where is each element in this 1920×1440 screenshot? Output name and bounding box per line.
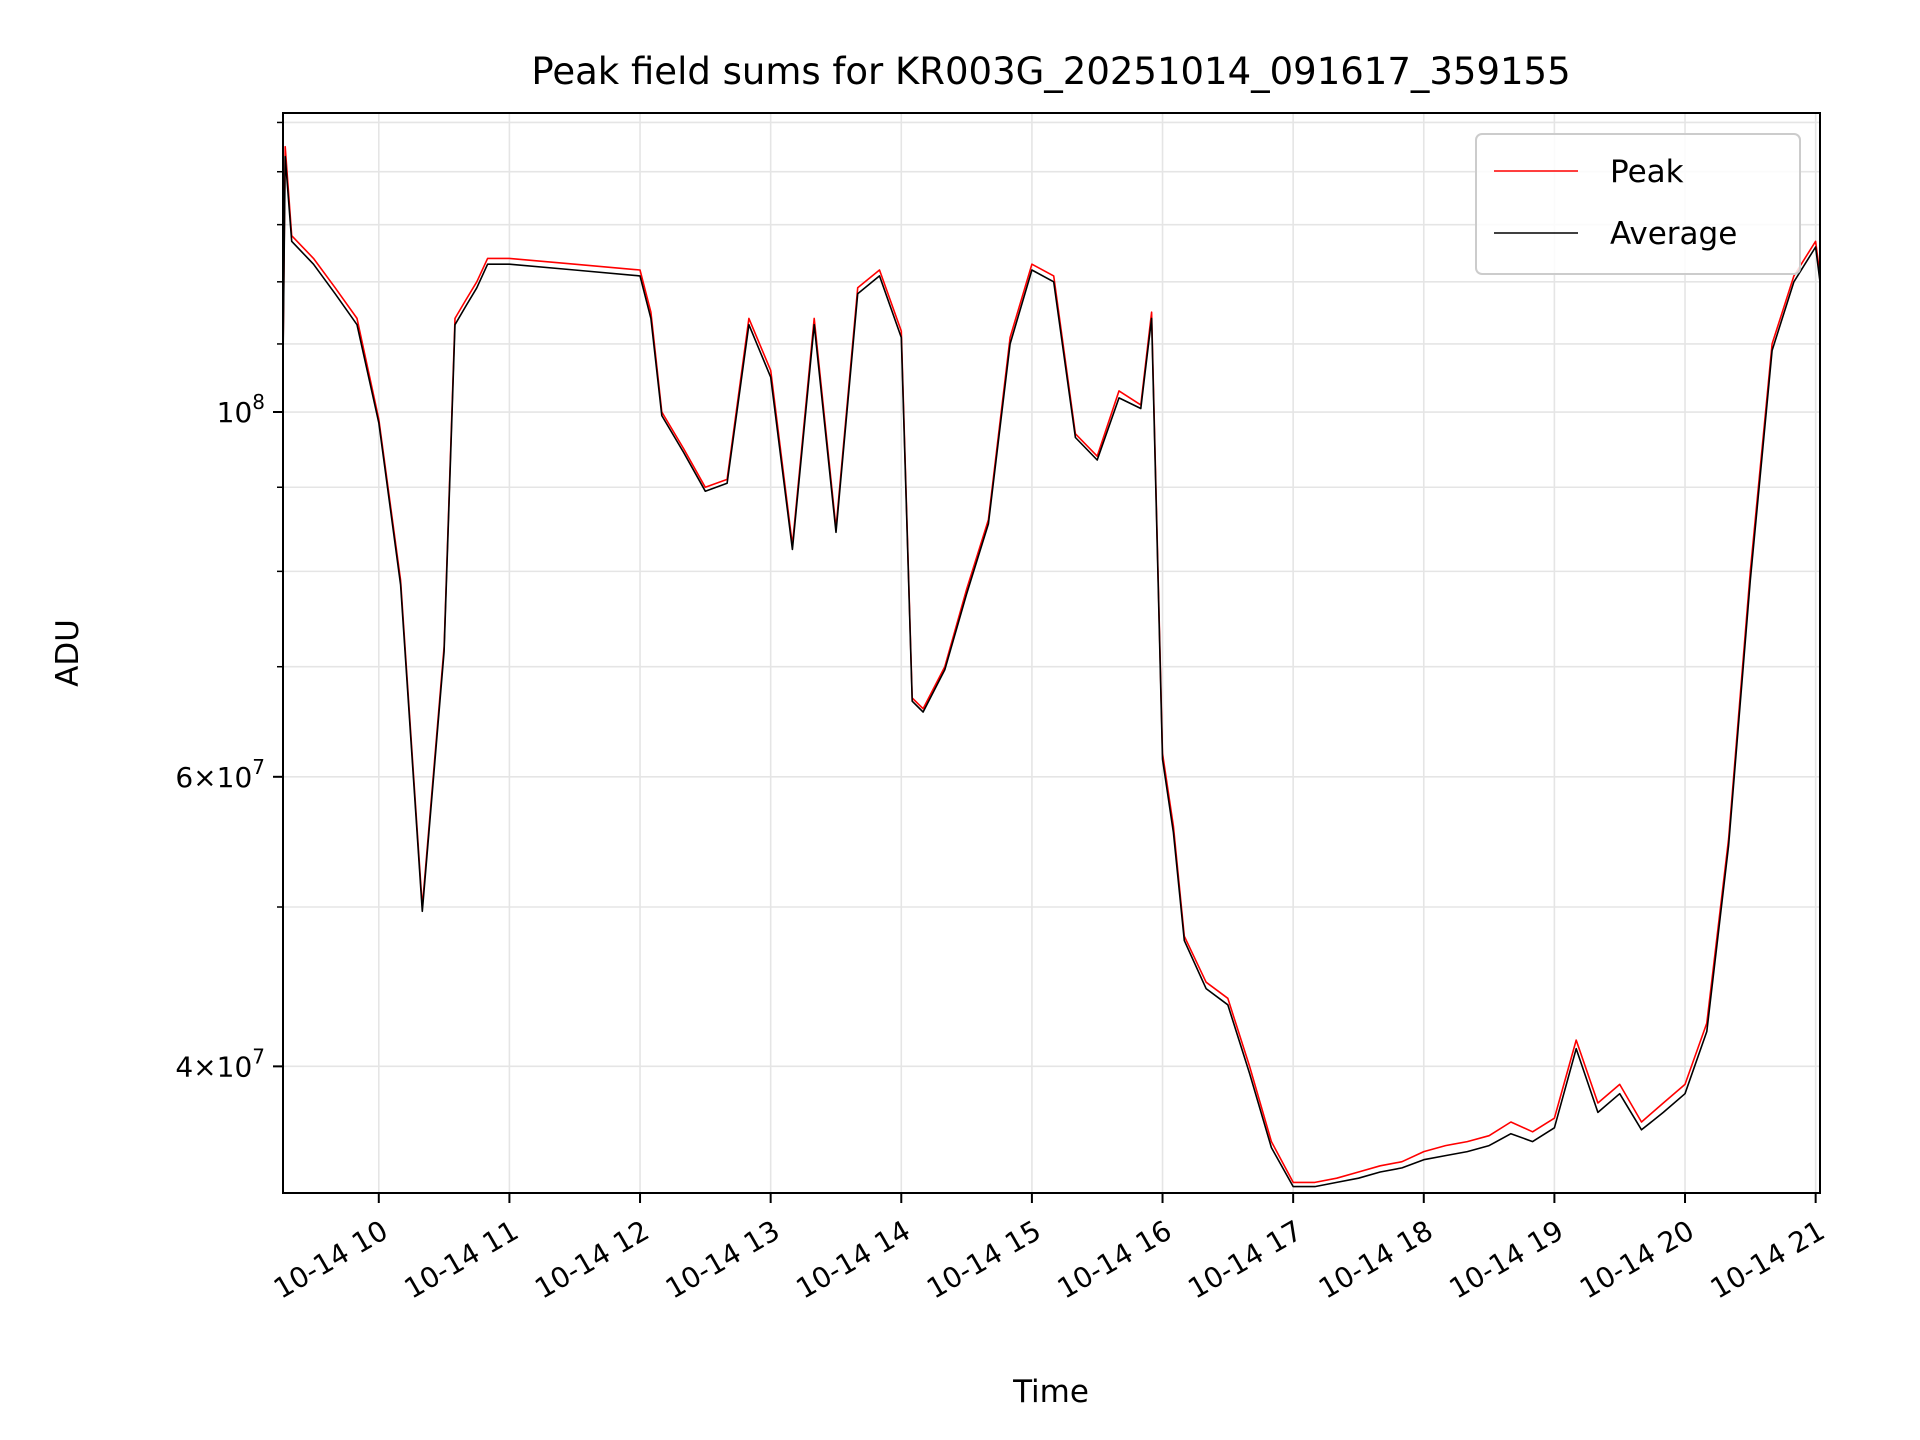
series-line-average [282, 155, 1821, 1188]
plot-frame [282, 112, 1821, 1194]
y-tick-label: 108 [217, 390, 265, 429]
y-tick-label: 4×107 [175, 1044, 265, 1083]
legend-box [1475, 133, 1801, 275]
y-tick-label: 6×107 [175, 755, 265, 794]
series-lines [282, 145, 1821, 1188]
legend: Peak Average [1475, 133, 1801, 275]
x-axis-label: Time [1012, 1374, 1089, 1410]
grid [283, 113, 1820, 1193]
y-axis: 4×107 6×107 108 [175, 121, 283, 1083]
legend-average-label: Average [1610, 216, 1737, 252]
legend-peak-label: Peak [1610, 154, 1684, 190]
y-axis-label: ADU [50, 619, 86, 687]
chart-title: Peak field sums for KR003G_20251014_0916… [531, 50, 1570, 93]
